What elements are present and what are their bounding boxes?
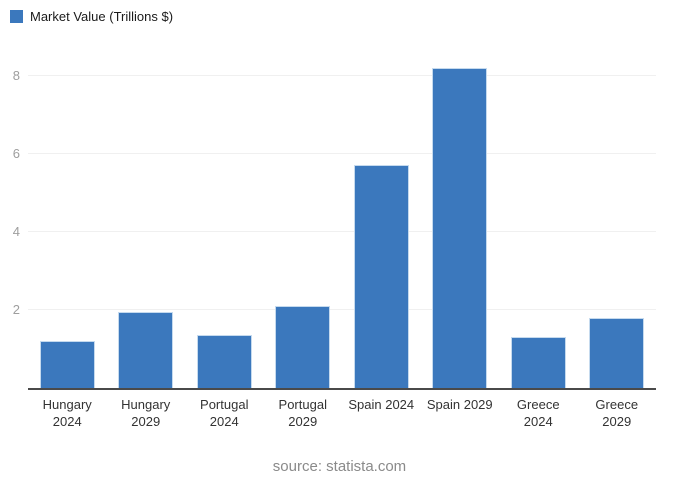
bar-portugal-2024[interactable] [196,335,252,388]
bar-hungary-2029[interactable] [118,311,174,388]
bar-slot [342,56,421,388]
x-axis-label: Greece 2029 [595,397,639,429]
bar-slot [107,56,186,388]
x-axis-label: Spain 2024 [348,397,415,412]
legend: Market Value (Trillions $) [10,9,173,24]
x-axis-label: Greece 2024 [516,397,560,429]
legend-label: Market Value (Trillions $) [30,9,174,24]
bar-slot [578,56,657,388]
y-axis-tick-label: 8 [12,67,20,83]
x-axis-labels: Hungary 2024 Hungary 2029 Portugal 2024 Portug… [28,396,656,430]
source-attribution: source: statista.com [272,458,407,475]
bars-row [28,56,656,388]
x-axis-label: Hungary 2024 [42,397,92,429]
y-axis-tick-label: 2 [12,301,20,317]
plot-area: 2 4 6 8 [13,56,656,390]
bar-slot [185,56,264,388]
x-axis-label: Portugal 2029 [278,397,327,429]
x-axis-label: Spain 2029 [426,397,493,412]
gridline [28,231,656,233]
y-axis-tick-label: 4 [12,223,20,239]
legend-color-swatch [10,10,23,23]
bar-hungary-2024[interactable] [39,341,95,388]
x-axis-label: Portugal 2024 [200,397,249,429]
gridline [28,309,656,311]
bar-portugal-2029[interactable] [275,305,331,388]
bar-slot [28,56,107,388]
bar-spain-2029[interactable] [432,67,488,388]
bar-greece-2024[interactable] [510,337,566,388]
bar-spain-2024[interactable] [353,165,409,388]
bar-slot [421,56,500,388]
bar-slot [499,56,578,388]
gridline [28,75,656,77]
bar-greece-2029[interactable] [589,317,645,388]
x-axis-label: Hungary 2029 [121,397,171,429]
x-axis-line [28,388,656,390]
y-axis-tick-label: 6 [12,145,20,161]
bar-slot [264,56,343,388]
gridline [28,153,656,155]
